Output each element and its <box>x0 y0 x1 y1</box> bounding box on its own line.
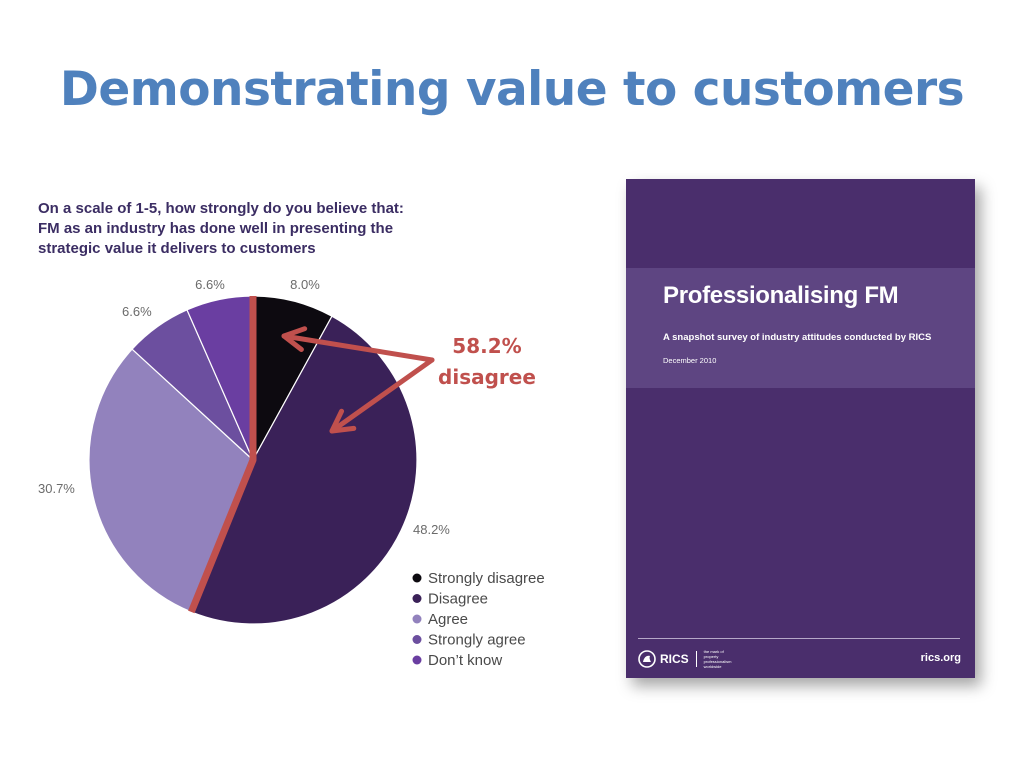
question-line: FM as an industry has done well in prese… <box>38 220 394 237</box>
pie-chart: 8.0% 48.2% 30.7% 6.6% 6.6% 58.2% disagree Str… <box>38 277 545 669</box>
legend-item-disagree: Disagree <box>412 591 488 608</box>
legend-item-agree: Agree <box>412 611 468 628</box>
cover-subtitle: A snapshot survey of industry attitudes … <box>663 332 932 343</box>
cover-title-band: Professionalising FM A snapshot survey o… <box>626 268 975 388</box>
legend-swatch <box>412 594 422 603</box>
rics-logo-text: RICS <box>660 652 689 666</box>
legend-swatch <box>412 614 422 624</box>
slice-value-label: 30.7% <box>38 481 75 496</box>
question-line: strategic value it delivers to customers <box>38 240 316 257</box>
slide-title: Demonstrating value to customers <box>59 62 965 117</box>
legend-swatch <box>412 573 422 583</box>
legend-swatch <box>412 655 422 665</box>
legend-item-strongly-agree: Strongly agree <box>412 632 526 649</box>
legend-item-strongly-disagree: Strongly disagree <box>412 570 545 587</box>
slice-value-label: 48.2% <box>413 522 450 537</box>
logo-separator <box>695 651 697 667</box>
report-cover: Professionalising FM A snapshot survey o… <box>626 179 975 678</box>
legend-item-don-t-know: Don’t know <box>412 652 502 669</box>
slice-value-label: 8.0% <box>290 277 320 292</box>
legend-label: Strongly agree <box>428 632 526 649</box>
slice-value-label: 6.6% <box>122 304 152 319</box>
cover-title: Professionalising FM <box>663 282 899 309</box>
legend-label: Don’t know <box>428 652 502 669</box>
annotation-value: 58.2% <box>452 334 521 358</box>
cover-divider <box>638 638 960 639</box>
pie-slice-disagree <box>190 315 418 625</box>
annotation-arrow-strongly-disagree <box>281 326 435 363</box>
annotation-text: disagree <box>438 365 536 389</box>
chart-question: On a scale of 1-5, how strongly do you b… <box>38 199 458 259</box>
rics-logo-tagline: the mark of property professionalism wor… <box>703 649 732 669</box>
legend-swatch <box>412 635 422 644</box>
rics-lion-icon <box>638 650 656 668</box>
question-line: On a scale of 1-5, how strongly do you b… <box>38 200 404 217</box>
annotation-arrow-disagree <box>329 357 435 434</box>
cover-date: December 2010 <box>663 356 717 365</box>
slice-value-label: 6.6% <box>195 277 225 292</box>
rics-logo: RICS the mark of property professionalis… <box>638 649 738 669</box>
legend-label: Strongly disagree <box>428 570 545 587</box>
legend-label: Agree <box>428 611 468 628</box>
cover-url: rics.org <box>920 652 961 664</box>
legend-label: Disagree <box>428 591 488 608</box>
disagree-divider-line <box>188 296 257 614</box>
pie-slice-agree <box>88 348 254 613</box>
